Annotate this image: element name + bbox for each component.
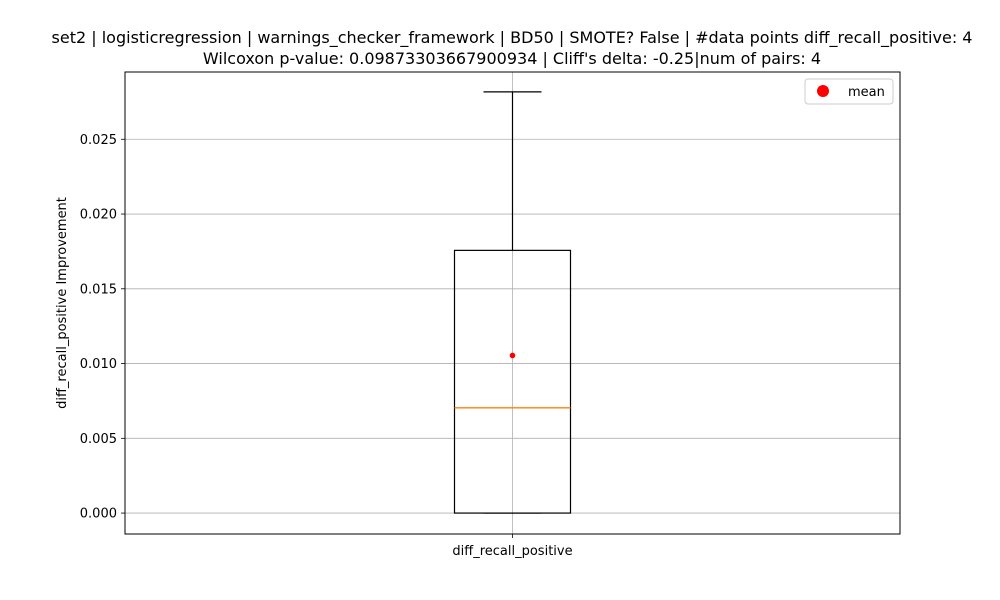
legend-mean-label: mean — [848, 85, 885, 100]
y-tick-label: 0.015 — [80, 282, 117, 297]
y-tick-label: 0.000 — [80, 507, 117, 522]
chart-title-line-2: Wilcoxon p-value: 0.09873303667900934 | … — [203, 49, 821, 68]
x-tick-label: diff_recall_positive — [452, 544, 572, 559]
legend: mean — [804, 78, 894, 105]
y-axis-ticks: 0.000 0.005 0.010 0.015 0.020 0.025 — [80, 133, 125, 522]
y-tick-label: 0.025 — [80, 133, 117, 148]
box-plot — [453, 91, 572, 514]
y-tick-label: 0.010 — [80, 357, 117, 372]
y-tick-label: 0.020 — [80, 208, 117, 223]
y-tick-label: 0.005 — [80, 432, 117, 447]
mean-point — [509, 352, 516, 359]
plot-frame — [124, 71, 901, 535]
x-axis-ticks: diff_recall_positive — [452, 534, 573, 559]
legend-frame — [804, 78, 894, 105]
chart-title-line-1: set2 | logisticregression | warnings_che… — [52, 28, 973, 48]
legend-mean-marker — [817, 85, 829, 97]
y-axis-label: diff_recall_positive Improvement — [55, 197, 70, 409]
